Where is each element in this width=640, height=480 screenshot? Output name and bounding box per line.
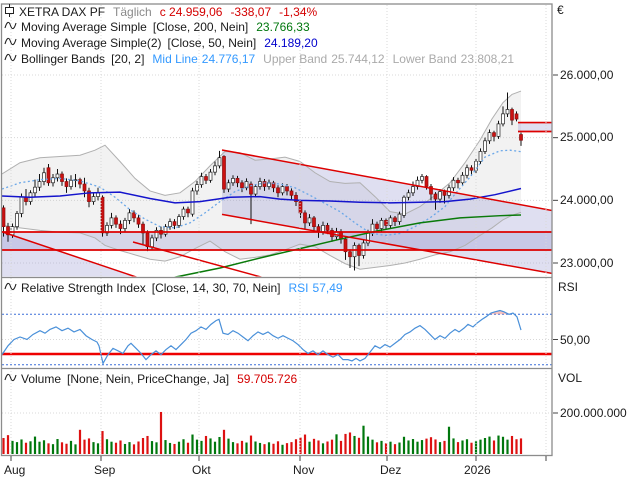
wave-icon [4,281,17,295]
indicator-name: Bollinger Bands [21,52,106,66]
indicator-name: Moving Average Simple(2) [21,36,162,50]
time-axis-label: Nov [293,463,315,477]
indicator-value: 24.189,20 [264,36,318,50]
boll-mid-value: 24.776,17 [201,52,256,66]
legend-ma200-row[interactable]: Moving Average Simple [Close, 200, Nein]… [4,20,310,34]
vol-axis-title: VOL [558,371,583,385]
boll-lower-value: 23.808,21 [460,52,515,66]
legend-rsi-row[interactable]: Relative Strength Index [Close, 14, 30, … [4,281,343,295]
price-axis-label: 25.000,00 [560,130,614,144]
time-axis-label: Dez [380,463,402,477]
boll-upper-label: Upper Band [263,52,328,66]
indicator-params: [None, Nein, PriceChange, Ja] [67,372,230,386]
indicator-name: Relative Strength Index [21,281,146,295]
legend-ma50-row[interactable]: Moving Average Simple(2) [Close, 50, Nei… [4,36,318,50]
indicator-value: 59.705.726 [237,372,298,386]
time-axis-label: Aug [4,463,26,477]
time-axis-label: 2026 [464,463,491,477]
boll-upper-value: 25.744,12 [331,52,385,66]
quote-change: -338,07 [230,5,272,19]
wave-icon [4,52,17,66]
boll-lower-label: Lower Band [392,52,457,66]
quote-change-pct: -1,34% [279,5,318,19]
indicator-params: [Close, 14, 30, 70, Nein] [151,281,281,295]
candlestick-icon [4,4,15,20]
wave-icon [4,372,17,386]
indicator-params: [20, 2] [111,52,145,66]
price-axis-label: 24.000,00 [560,193,614,207]
price-axis-label: 26.000,00 [560,68,614,82]
legend-symbol-row[interactable]: XETRA DAX PF Täglich c 24.959,06 -338,07… [4,4,317,20]
currency-axis-label: € [557,3,564,17]
indicator-name: Moving Average Simple [21,20,147,34]
rsi-axis-label: 50,00 [560,333,591,347]
vol-axis-label: 200.000.000 [560,406,627,420]
legend-bollinger-row[interactable]: Bollinger Bands [20, 2] Mid Line 24.776,… [4,52,514,66]
boll-mid-label: Mid Line [152,52,198,66]
indicator-name: Volume [21,372,62,386]
rsi-axis-title: RSI [558,280,579,294]
indicator-params: [Close, 200, Nein] [152,20,249,34]
indicator-value: 23.766,33 [256,20,310,34]
rsi-value: 57,49 [312,281,343,295]
indicator-params: [Close, 50, Nein] [167,36,257,50]
wave-icon [4,20,17,34]
legend-volume-row[interactable]: Volume [None, Nein, PriceChange, Ja] 59.… [4,372,297,386]
symbol-name: XETRA DAX PF [19,5,106,19]
timeframe-label: Täglich [113,5,152,19]
wave-icon [4,36,17,50]
rsi-value-label: RSI [288,281,309,295]
price-axis-label: 23.000,00 [560,256,614,270]
quote-close: c 24.959,06 [159,5,223,19]
time-axis-label: Sep [94,463,116,477]
time-axis-label: Okt [192,463,211,477]
